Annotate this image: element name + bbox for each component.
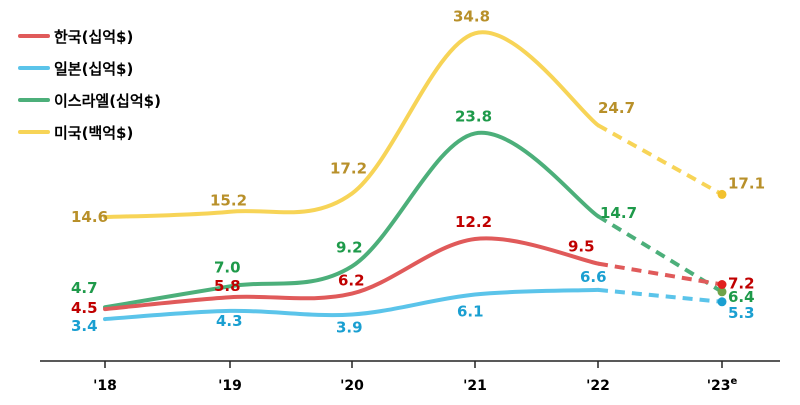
legend: 한국(십억$) 일본(십억$) 이스라엘(십억$) 미국(백억$) (18, 28, 161, 142)
series-line-israel (103, 130, 600, 310)
data-label-usa-5: 17.1 (728, 174, 765, 192)
legend-label-japan: 일본(십억$) (54, 60, 133, 78)
end-point-korea (717, 280, 727, 289)
data-label-korea-5: 7.2 (728, 274, 755, 292)
data-label-japan-0: 3.4 (71, 317, 98, 335)
legend-label-korea: 한국(십억$) (54, 28, 133, 46)
data-label-israel-5: 6.4 (728, 288, 755, 306)
legend-label-israel: 이스라엘(십억$) (54, 92, 161, 110)
series-projection-usa (597, 123, 723, 197)
data-label-usa-1: 15.2 (210, 192, 247, 210)
x-tick-label-0: '18 (93, 378, 117, 394)
data-label-korea-4: 9.5 (568, 238, 595, 256)
legend-label-usa: 미국(백억$) (54, 124, 133, 142)
data-label-korea-2: 6.2 (338, 272, 365, 290)
series-line-korea (103, 236, 600, 312)
x-tick-label-4: '22 (586, 378, 610, 394)
end-point-israel (717, 287, 727, 297)
data-label-israel-1: 7.0 (214, 258, 241, 276)
end-point-japan (717, 297, 727, 307)
data-label-korea-0: 4.5 (71, 299, 98, 317)
x-axis-ticks: '18 '19 '20 '21 '22 '23e (93, 361, 737, 394)
x-tick-label-2: '20 (340, 378, 364, 394)
data-label-israel-2: 9.2 (336, 238, 363, 256)
data-label-japan-4: 6.6 (580, 268, 607, 286)
series-projection-korea (597, 261, 723, 287)
series-layer (103, 30, 727, 322)
data-label-usa-3: 34.8 (453, 7, 490, 25)
x-tick-label-5: '23e (707, 376, 738, 394)
end-point-usa (717, 189, 727, 199)
x-tick-label-1: '19 (218, 378, 242, 394)
data-label-japan-5: 5.3 (728, 304, 755, 322)
estimate-marker: e (730, 376, 737, 387)
data-label-israel-0: 4.7 (71, 279, 98, 297)
data-label-korea-1: 5.8 (214, 277, 241, 295)
data-label-japan-3: 6.1 (457, 302, 484, 320)
data-label-israel-4: 14.7 (600, 204, 637, 222)
series-line-usa (103, 30, 600, 220)
x-tick-label-3: '21 (463, 378, 487, 394)
series-projection-japan (597, 287, 723, 304)
data-label-japan-1: 4.3 (216, 312, 243, 330)
data-label-korea-3: 12.2 (455, 213, 492, 231)
data-label-usa-0: 14.6 (71, 208, 108, 226)
data-label-israel-3: 23.8 (455, 107, 492, 125)
data-label-japan-2: 3.9 (336, 319, 363, 337)
data-labels: 4.5 5.8 6.2 12.2 9.5 7.2 3.4 4.3 3.9 6.1 6.6 5.3 4.7… (71, 7, 765, 336)
data-label-usa-4: 24.7 (598, 99, 635, 117)
data-label-usa-2: 17.2 (330, 159, 367, 177)
series-line-japan (103, 287, 600, 322)
